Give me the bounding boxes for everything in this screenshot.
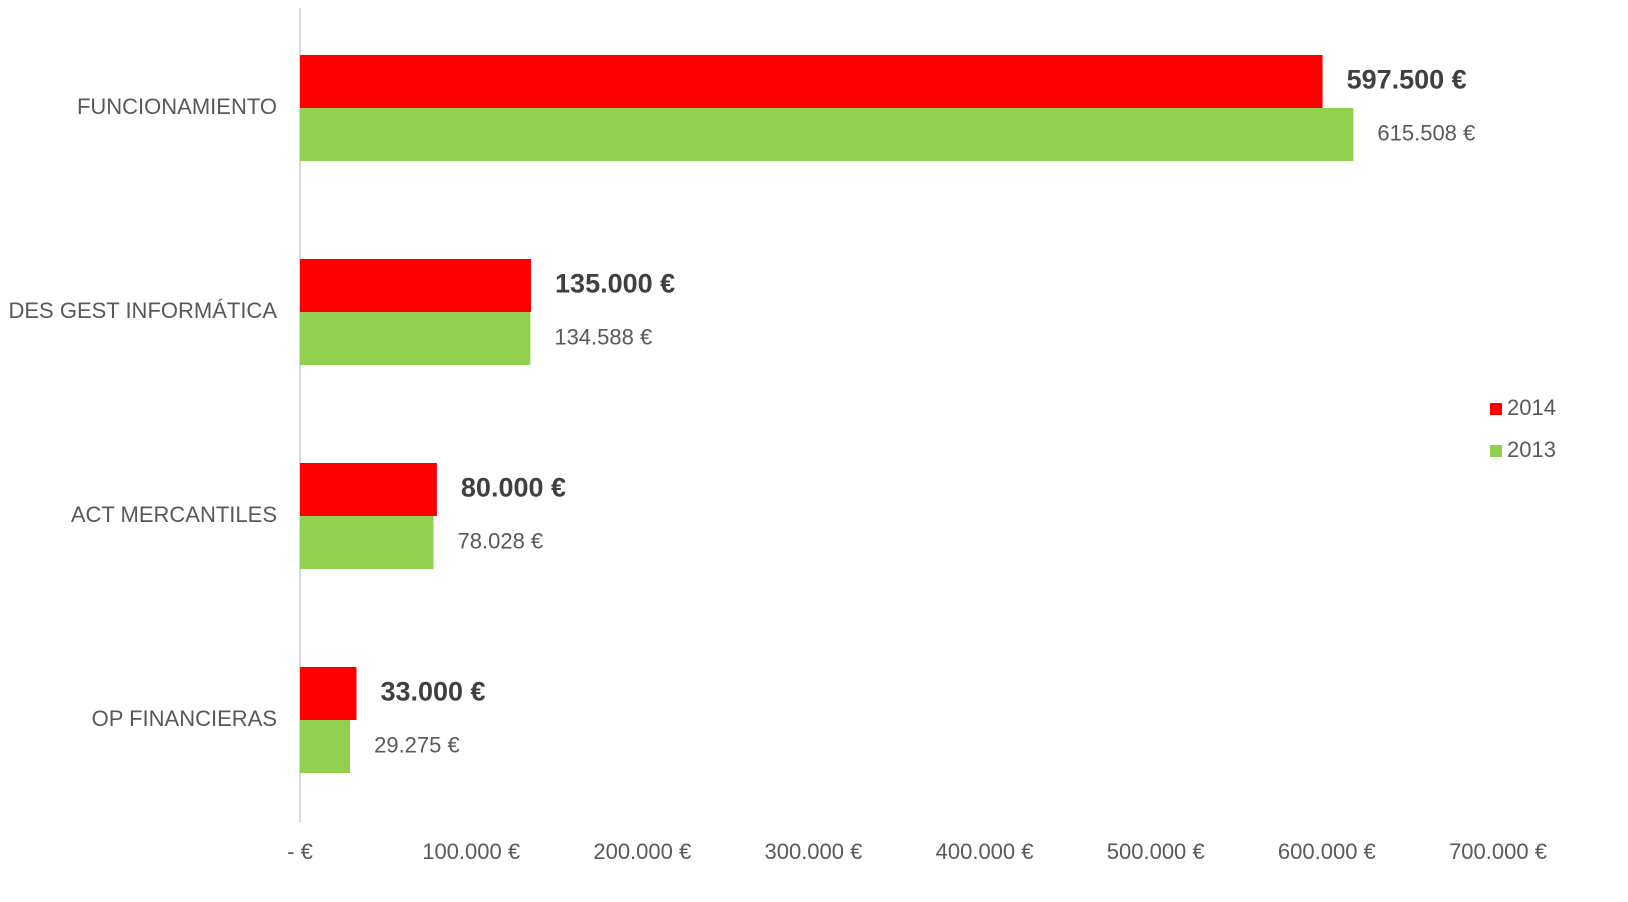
bar <box>300 667 357 720</box>
bar <box>300 312 531 365</box>
bar <box>300 108 1354 161</box>
x-tick-label: 300.000 € <box>764 839 862 864</box>
legend-swatch <box>1490 445 1502 457</box>
y-tick-label: FUNCIONAMIENTO <box>77 94 277 119</box>
bar <box>300 516 434 569</box>
legend-label: 2013 <box>1507 437 1556 462</box>
value-label: 597.500 € <box>1347 65 1467 95</box>
bar <box>300 259 532 312</box>
bar <box>300 55 1323 108</box>
y-tick-label: ACT MERCANTILES <box>71 502 277 527</box>
value-label: 33.000 € <box>380 677 485 707</box>
value-label: 615.508 € <box>1377 120 1475 145</box>
bar <box>300 720 351 773</box>
x-tick-label: 400.000 € <box>936 839 1034 864</box>
legend-label: 2014 <box>1507 395 1556 420</box>
value-label: 135.000 € <box>555 269 675 299</box>
y-tick-label: OP FINANCIERAS <box>92 706 277 731</box>
value-label: 29.275 € <box>374 732 460 757</box>
bar <box>300 463 437 516</box>
x-tick-label: 200.000 € <box>593 839 691 864</box>
y-tick-label: DES GEST INFORMÁTICA <box>8 298 277 323</box>
x-tick-label: 100.000 € <box>422 839 520 864</box>
x-tick-label: 700.000 € <box>1449 839 1547 864</box>
legend-swatch <box>1490 403 1502 415</box>
x-tick-label: 500.000 € <box>1107 839 1205 864</box>
value-label: 80.000 € <box>461 473 566 503</box>
value-label: 134.588 € <box>554 324 652 349</box>
value-label: 78.028 € <box>458 528 544 553</box>
x-tick-label: 600.000 € <box>1278 839 1376 864</box>
x-tick-label: - € <box>287 839 313 864</box>
